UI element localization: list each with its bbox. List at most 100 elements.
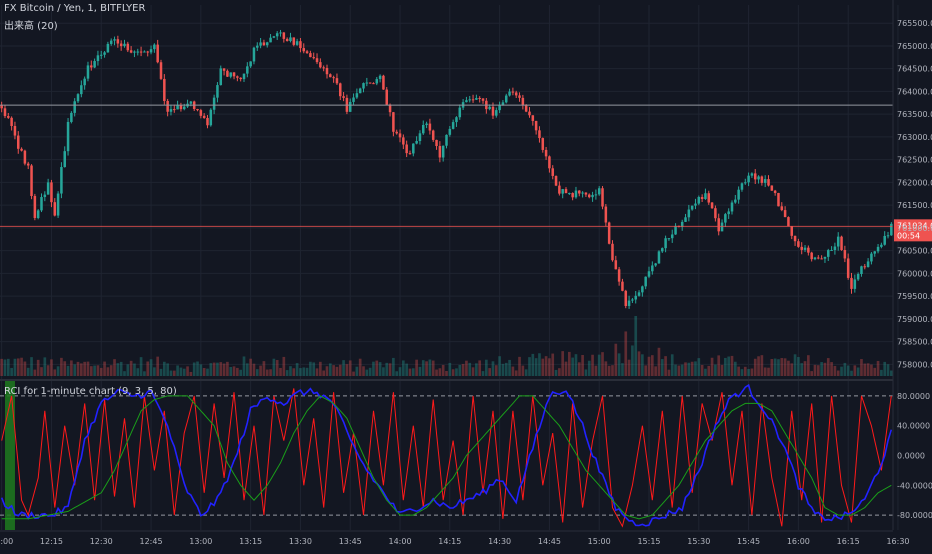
volume-bar <box>30 357 33 376</box>
volume-bar <box>667 369 671 376</box>
candle-body <box>730 202 734 212</box>
candle-body <box>637 292 641 296</box>
candle-body <box>587 194 591 198</box>
candle-body <box>770 185 774 191</box>
volume-bar <box>644 365 648 376</box>
x-tick-label: 13:15 <box>239 537 262 546</box>
candle-body <box>631 299 634 301</box>
candle-body <box>269 37 272 43</box>
volume-bar <box>312 362 316 376</box>
candle-body <box>504 95 508 103</box>
x-tick-label: 16:00 <box>787 537 810 546</box>
volume-bar <box>674 364 677 376</box>
candle-body <box>710 202 714 209</box>
candle-body <box>634 295 637 300</box>
volume-bar <box>385 362 389 376</box>
volume-bar <box>76 361 80 376</box>
candle-body <box>10 117 13 126</box>
volume-bar <box>209 363 213 376</box>
candle-body <box>13 125 17 136</box>
volume-bar <box>717 355 721 376</box>
volume-bar <box>664 356 667 376</box>
candle-body <box>763 179 767 183</box>
volume-bar <box>70 360 73 376</box>
volume-bar <box>787 360 790 376</box>
volume-bar <box>63 361 67 376</box>
candle-body <box>514 92 518 96</box>
volume-bar <box>219 362 223 376</box>
volume-bar <box>36 359 40 376</box>
x-tick-label: 14:45 <box>538 537 561 546</box>
volume-bar <box>488 368 491 376</box>
volume-bar <box>149 359 153 376</box>
volume-bar <box>242 356 246 376</box>
candle-body <box>43 194 47 198</box>
volume-bar <box>411 368 415 376</box>
candle-body <box>50 182 53 203</box>
candle-body <box>292 37 296 45</box>
x-tick-label: 15:00 <box>588 537 611 546</box>
candle-body <box>398 133 402 138</box>
candle-body <box>236 76 239 78</box>
candle-body <box>272 36 276 38</box>
candle-body <box>465 100 468 103</box>
volume-bar <box>13 358 17 376</box>
volume-bar <box>319 361 322 376</box>
volume-bar <box>631 345 634 376</box>
candle-body <box>614 260 618 270</box>
candle-body <box>873 251 877 254</box>
volume-bar <box>119 361 123 376</box>
candle-body <box>358 88 362 94</box>
volume-bar <box>162 361 166 376</box>
volume-bar <box>23 361 27 376</box>
volume-bar <box>571 357 574 376</box>
candle-body <box>518 95 521 98</box>
candle-body <box>189 101 193 104</box>
candle-body <box>797 241 800 247</box>
volume-bar <box>146 361 150 376</box>
candle-body <box>627 300 631 306</box>
volume-bar <box>710 357 714 376</box>
price-tick-label: 759000.00 <box>897 315 932 324</box>
candle-body <box>169 109 173 112</box>
volume-bar <box>126 364 130 376</box>
candle-body <box>886 235 890 237</box>
candle-body <box>870 253 873 262</box>
candle-body <box>265 42 269 46</box>
candle-body <box>448 128 452 135</box>
candle-body <box>817 257 820 259</box>
volume-bar <box>747 368 750 376</box>
volume-bar <box>730 355 734 376</box>
volume-bar <box>561 351 565 376</box>
price-tick-label: 765500.00 <box>897 19 932 28</box>
volume-bar <box>574 354 578 376</box>
volume-bar <box>680 364 684 376</box>
rci-tick-label: -80.0000 <box>897 511 932 520</box>
volume-bar <box>335 366 339 376</box>
volume-bar <box>428 359 432 376</box>
volume-bar <box>123 371 126 376</box>
candle-body <box>700 197 704 200</box>
volume-bar <box>388 363 392 376</box>
volume-bar <box>133 363 136 376</box>
candle-body <box>541 138 545 150</box>
candle-body <box>7 116 10 118</box>
candle-body <box>717 218 720 232</box>
candle-body <box>481 98 485 101</box>
candle-body <box>597 188 601 195</box>
candle-body <box>657 251 661 264</box>
volume-bar <box>637 351 641 376</box>
candle-body <box>783 210 787 218</box>
volume-bar <box>375 360 379 376</box>
volume-bar <box>245 363 249 376</box>
candle-body <box>365 82 369 84</box>
volume-bar <box>362 366 365 376</box>
candle-body <box>339 83 342 97</box>
volume-bar <box>378 362 382 376</box>
candle-body <box>325 67 329 75</box>
volume-bar <box>282 356 286 376</box>
volume-bar <box>309 361 312 376</box>
volume-bar <box>840 366 843 376</box>
volume-bar <box>670 354 674 376</box>
